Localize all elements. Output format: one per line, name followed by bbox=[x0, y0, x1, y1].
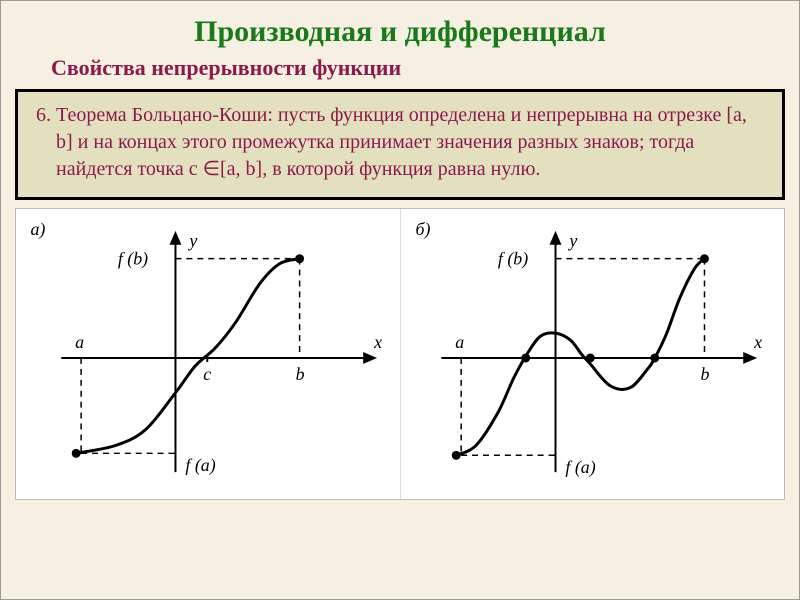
svg-text:b: b bbox=[700, 364, 709, 384]
svg-text:f (b): f (b) bbox=[497, 249, 527, 270]
svg-text:a: a bbox=[455, 332, 464, 352]
theorem-box: 6. Теорема Больцано-Коши: пусть функция … bbox=[15, 89, 785, 200]
chart-a-svg: y x а) f (b) f (a) a b c bbox=[16, 209, 400, 499]
page-title: Производная и дифференциал bbox=[1, 1, 799, 53]
theorem-text: Теорема Больцано-Коши: пусть функция опр… bbox=[56, 102, 762, 183]
svg-text:c: c bbox=[203, 364, 211, 384]
svg-text:y: y bbox=[567, 231, 577, 251]
svg-text:x: x bbox=[753, 332, 762, 352]
charts-panel: y x а) f (b) f (a) a b c y x б) f (b) f (a) a b bbox=[15, 208, 785, 500]
svg-text:f (a): f (a) bbox=[565, 457, 595, 478]
slide: Производная и дифференциал Свойства непр… bbox=[0, 0, 800, 600]
theorem-number: 6. bbox=[36, 102, 51, 129]
svg-text:b: b bbox=[296, 364, 305, 384]
svg-text:f (b): f (b) bbox=[118, 249, 148, 270]
chart-a: y x а) f (b) f (a) a b c bbox=[16, 209, 401, 499]
chart-b-svg: y x б) f (b) f (a) a b bbox=[401, 209, 785, 499]
svg-text:a: a bbox=[75, 332, 84, 352]
svg-text:б): б) bbox=[415, 219, 430, 240]
page-subtitle: Свойства непрерывности функции bbox=[1, 53, 799, 89]
svg-text:x: x bbox=[373, 332, 382, 352]
svg-text:а): а) bbox=[30, 219, 45, 240]
chart-b: y x б) f (b) f (a) a b bbox=[401, 209, 785, 499]
subtitle-text: Свойства непрерывности функции bbox=[51, 55, 401, 80]
title-text: Производная и дифференциал bbox=[194, 15, 606, 48]
svg-text:f (a): f (a) bbox=[185, 455, 215, 476]
svg-text:y: y bbox=[187, 231, 197, 251]
